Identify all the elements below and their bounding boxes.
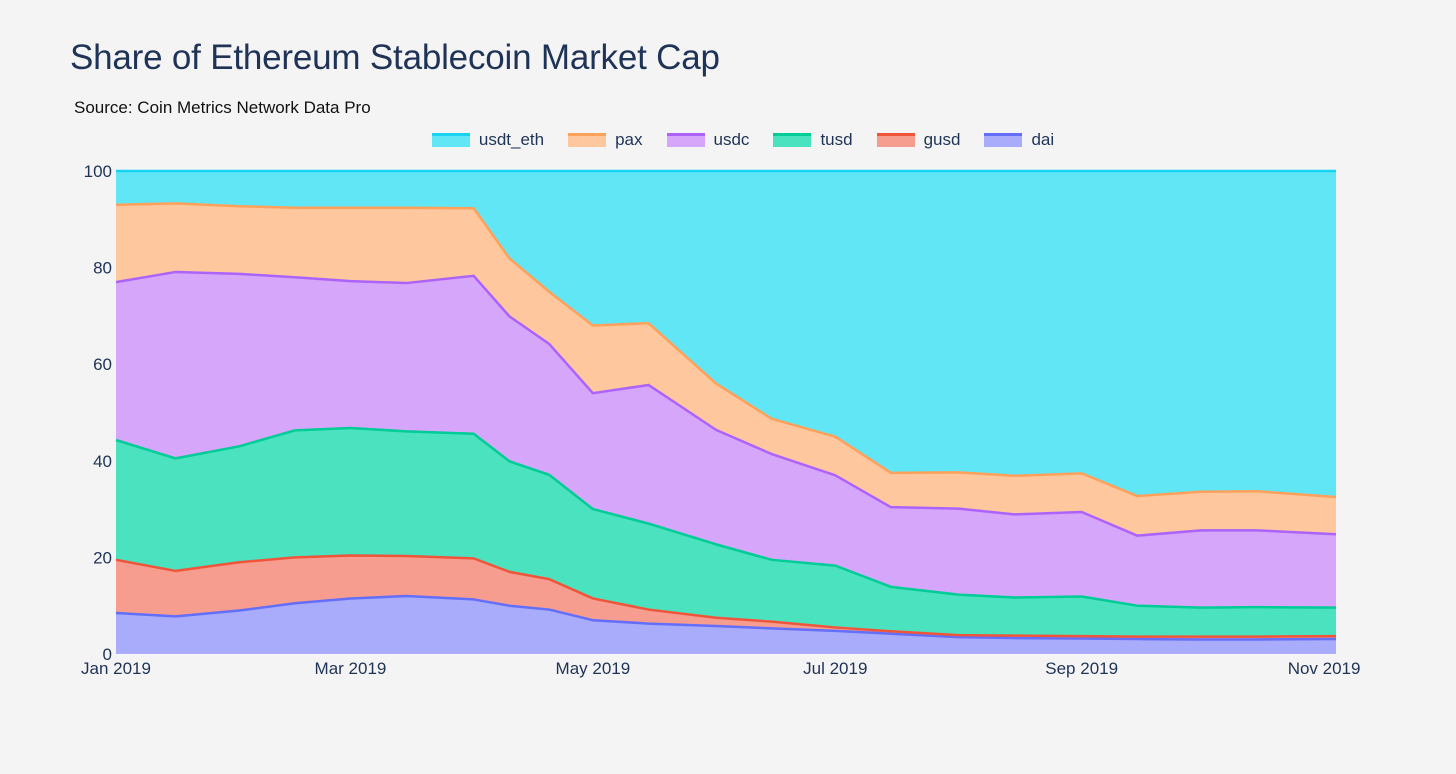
legend-label: dai xyxy=(1031,130,1055,149)
line-usdc xyxy=(115,270,1337,537)
line-dai xyxy=(115,594,1337,641)
y-tick-label: 100 xyxy=(84,162,112,181)
area-tusd xyxy=(116,427,1336,637)
line-tusd xyxy=(115,426,1337,609)
x-tick-label: May 2019 xyxy=(556,659,631,678)
legend-item-gusd[interactable]: gusd xyxy=(876,130,961,150)
legend-item-usdc[interactable]: usdc xyxy=(666,130,750,150)
legend-item-usdt-eth[interactable]: usdt_eth xyxy=(431,130,545,150)
x-tick-label: Jul 2019 xyxy=(803,659,867,678)
legend-item-pax[interactable]: pax xyxy=(568,130,643,150)
area-dai xyxy=(116,596,1336,654)
legend-swatch xyxy=(876,133,915,147)
y-tick-label: 0 xyxy=(103,645,112,664)
legend-label: gusd xyxy=(923,130,961,149)
legend-label: pax xyxy=(615,130,643,149)
legend-label: usdc xyxy=(713,130,750,149)
x-tick-label: Mar 2019 xyxy=(315,659,387,678)
x-tick-label: Sep 2019 xyxy=(1045,659,1118,678)
chart-title: Share of Ethereum Stablecoin Market Cap xyxy=(70,38,720,77)
y-tick-label: 40 xyxy=(93,452,112,471)
chart-subtitle: Source: Coin Metrics Network Data Pro xyxy=(74,98,371,117)
legend-swatch xyxy=(431,133,470,147)
legend: usdt_eth pax usdc tusd gusd dai xyxy=(0,130,1456,150)
x-tick-label: Nov 2019 xyxy=(1288,659,1361,678)
y-tick-label: 20 xyxy=(93,548,112,567)
legend-swatch xyxy=(666,133,705,147)
legend-item-tusd[interactable]: tusd xyxy=(773,130,853,150)
y-tick-label: 80 xyxy=(93,259,112,278)
legend-swatch xyxy=(984,133,1023,147)
legend-label: tusd xyxy=(820,130,853,149)
legend-swatch xyxy=(568,133,607,147)
legend-item-dai[interactable]: dai xyxy=(984,130,1054,150)
line-gusd xyxy=(115,554,1337,638)
x-tick-label: Jan 2019 xyxy=(81,659,151,678)
area-gusd xyxy=(116,555,1336,640)
legend-label: usdt_eth xyxy=(478,130,545,149)
legend-swatch xyxy=(773,133,812,147)
area-usdt-eth xyxy=(116,171,1336,498)
area-pax xyxy=(116,203,1336,536)
y-tick-label: 60 xyxy=(93,355,112,374)
line-pax xyxy=(115,202,1337,499)
area-usdc xyxy=(116,271,1336,608)
